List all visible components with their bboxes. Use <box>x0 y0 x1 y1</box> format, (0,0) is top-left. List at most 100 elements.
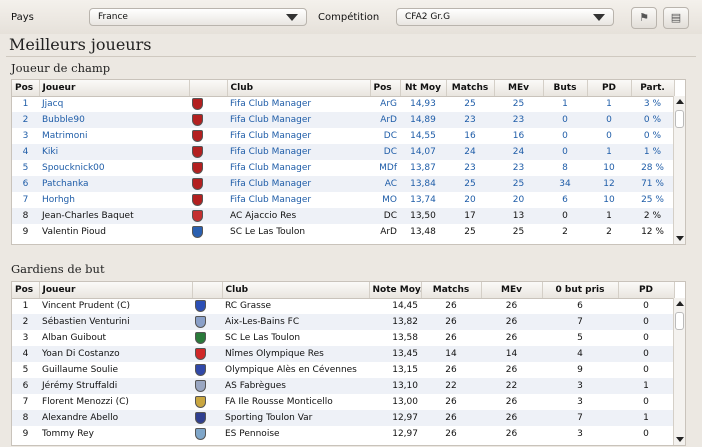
matches-cell: 26 <box>445 301 457 312</box>
club-name: Fifa Club Manager <box>230 195 312 205</box>
rank-cell: 2 <box>12 314 39 330</box>
table-row[interactable]: 5 Spoucknick00 Fifa Club Manager MDf 13,87 23… <box>12 160 674 176</box>
table-row[interactable]: 7 Florent Menozzi (C) FA Ile Rousse Montic… <box>12 394 674 410</box>
table-row[interactable]: 3 Matrimoni Fifa Club Manager DC 14,55 16 16 0 0… <box>12 128 674 144</box>
field-players-scrollbar[interactable] <box>673 96 685 244</box>
column-header[interactable]: Joueur <box>39 282 193 299</box>
goals-cell: 0 <box>543 208 587 224</box>
column-header[interactable]: 0 but pris <box>542 282 619 299</box>
rank-cell: 7 <box>22 397 29 407</box>
club-crest-cell <box>192 394 222 410</box>
table-row[interactable]: 8 Jean-Charles Baquet AC Ajaccio Res DC 13,5… <box>12 208 674 224</box>
column-header[interactable]: MEv <box>494 80 544 97</box>
rank-cell: 9 <box>22 227 29 237</box>
table-row[interactable]: 2 Sébastien Venturini Aix-Les-Bains FC 13,8… <box>12 314 674 330</box>
column-header[interactable]: PD <box>618 282 675 299</box>
table-row[interactable]: 6 Jérémy Struffaldi AS Fabrègues 13,10 22 22 3… <box>12 378 674 394</box>
mev-cell: 16 <box>512 131 525 141</box>
rank-cell: 8 <box>12 410 39 426</box>
club-crest-icon <box>195 316 206 328</box>
column-header[interactable]: Club <box>222 282 370 299</box>
column-header[interactable]: Buts <box>543 80 588 97</box>
competition-value: CFA2 Gr.G <box>405 12 451 22</box>
player-name: Alexandre Abello <box>39 410 192 426</box>
club-crest-cell <box>189 192 227 208</box>
column-header[interactable]: Joueur <box>39 80 190 97</box>
table-row[interactable]: 1 Jjacq Fifa Club Manager ArG 14,93 25 25 1 1 3 % <box>12 96 674 112</box>
column-header[interactable]: Note Moy. <box>369 282 422 299</box>
column-header[interactable]: Part. <box>631 80 675 97</box>
column-header[interactable]: Pos <box>12 80 40 97</box>
goalkeepers-scrollbar[interactable] <box>673 298 685 445</box>
clean-sheets-cell: 9 <box>577 365 583 375</box>
club-name: Nîmes Olympique Res <box>222 346 369 362</box>
goals-cell: 34 <box>543 176 587 192</box>
pays-select[interactable]: France <box>89 8 307 26</box>
column-header[interactable]: Pos <box>370 80 401 97</box>
table-row[interactable]: 9 Tommy Rey ES Pennoise 12,97 26 26 3 0 <box>12 426 674 442</box>
scroll-down-icon[interactable] <box>676 437 684 442</box>
scroll-thumb[interactable] <box>675 110 684 128</box>
club-crest-cell <box>192 410 222 426</box>
club-crest-icon <box>195 380 206 392</box>
table-row[interactable]: 5 Guillaume Soulie Olympique Alès en Céven… <box>12 362 674 378</box>
club-crest-cell <box>189 96 227 112</box>
scroll-up-icon[interactable] <box>676 301 684 306</box>
clean-sheets-cell: 6 <box>577 301 583 312</box>
mev-cell: 14 <box>481 346 542 362</box>
clean-sheets-cell: 3 <box>577 397 583 407</box>
club-name: Olympique Alès en Cévennes <box>225 365 357 375</box>
position-cell: MDf <box>379 163 397 173</box>
rank-cell: 3 <box>22 131 29 141</box>
column-header[interactable]: MEv <box>481 282 543 299</box>
trophy-icon[interactable]: ⚑ <box>631 7 657 29</box>
club-crest-icon <box>192 98 203 111</box>
field-players-table: Pos Joueur Club Pos Nt Moy Matchs MEv Buts PD Par… <box>11 79 686 245</box>
average-rating-cell: 14,55 <box>410 131 436 141</box>
mev-cell: 26 <box>505 301 518 312</box>
mev-cell: 25 <box>512 227 525 237</box>
column-header[interactable]: PD <box>587 80 632 97</box>
scroll-up-icon[interactable] <box>676 99 684 104</box>
table-row[interactable]: 3 Alban Guibout SC Le Las Toulon 13,58 26 26 5… <box>12 330 674 346</box>
club-crest-cell <box>189 224 227 240</box>
rank-cell: 7 <box>22 195 29 205</box>
mev-cell: 26 <box>505 365 518 375</box>
table-row[interactable]: 4 Yoan Di Costanzo Nîmes Olympique Res 13,4… <box>12 346 674 362</box>
scroll-thumb[interactable] <box>675 312 684 330</box>
table-row[interactable]: 7 Horhgh Fifa Club Manager MO 13,74 20 20 6 10 25… <box>12 192 674 208</box>
matches-cell: 23 <box>446 112 494 128</box>
table-row[interactable]: 2 Bubble90 Fifa Club Manager ArD 14,89 23 23 0 0… <box>12 112 674 128</box>
table-row[interactable]: 6 Patchanka Fifa Club Manager AC 13,84 25 25 34… <box>12 176 674 192</box>
matches-cell: 26 <box>445 333 457 343</box>
truck-icon[interactable]: ▤ <box>663 7 689 29</box>
column-header[interactable]: Pos <box>12 282 40 299</box>
assists-cell: 0 <box>643 365 649 375</box>
average-rating-cell: 14,93 <box>410 99 436 110</box>
column-header[interactable] <box>192 282 223 299</box>
column-header[interactable]: Nt Moy <box>400 80 447 97</box>
rank-cell: 3 <box>22 333 29 343</box>
column-header[interactable]: Matchs <box>446 80 495 97</box>
divider <box>6 56 696 57</box>
average-rating-cell: 14,07 <box>400 144 446 160</box>
club-name: Fifa Club Manager <box>230 99 312 110</box>
assists-cell: 0 <box>587 112 631 128</box>
assists-cell: 0 <box>643 333 649 343</box>
column-header[interactable] <box>189 80 228 97</box>
pays-label: Pays <box>11 12 34 23</box>
table-row[interactable]: 9 Valentin Pioud SC Le Las Toulon ArD 13,48 2… <box>12 224 674 240</box>
table-row[interactable]: 4 Kiki Fifa Club Manager DC 14,07 24 24 0 1 1 % <box>12 144 674 160</box>
club-name: AC Ajaccio Res <box>227 208 370 224</box>
competition-select[interactable]: CFA2 Gr.G <box>396 8 614 26</box>
position-cell: MO <box>382 195 397 205</box>
column-header[interactable]: Matchs <box>421 282 482 299</box>
average-rating-cell: 14,45 <box>392 301 418 312</box>
scroll-down-icon[interactable] <box>676 236 684 241</box>
table-row[interactable]: 8 Alexandre Abello Sporting Toulon Var 12,9… <box>12 410 674 426</box>
column-header[interactable]: Club <box>227 80 371 97</box>
goalkeepers-table: Pos Joueur Club Note Moy. Matchs MEv 0 but pri… <box>11 281 686 446</box>
player-name: Jérémy Struffaldi <box>39 378 192 394</box>
table-row[interactable]: 1 Vincent Prudent (C) RC Grasse 14,45 26 26 6 0 <box>12 298 674 314</box>
player-name: Valentin Pioud <box>42 227 106 237</box>
